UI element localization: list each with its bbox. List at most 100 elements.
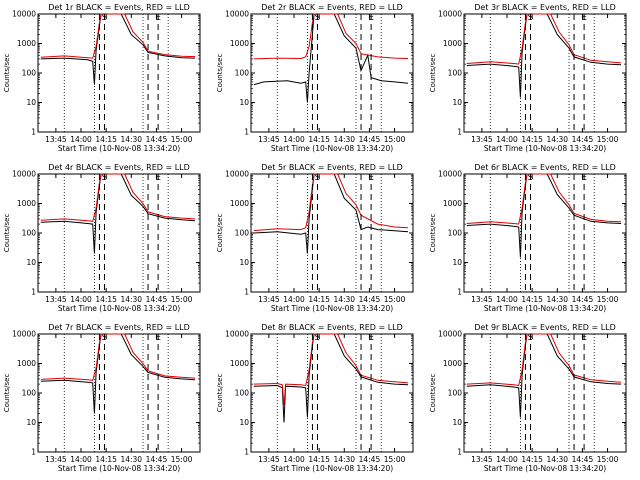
marker-s: S [315, 173, 321, 183]
y-tick-label: 1000 [17, 39, 36, 48]
y-tick-label: 1000 [443, 199, 462, 208]
marker-e: E [368, 13, 374, 23]
y-tick-label: 100 [448, 229, 463, 238]
x-tick-label: 15:00 [384, 455, 406, 464]
panel-2: Det 2r BLACK = Events, RED = LLD 10000 100… [216, 3, 414, 153]
panel-3: Det 3r BLACK = Events, RED = LLD 10000 100… [429, 3, 627, 153]
series-lld-line [40, 13, 196, 59]
x-tick-label: 13:45 [471, 295, 493, 304]
y-axis-label: Counts/sec [216, 54, 224, 93]
panel-7: Det 7r BLACK = Events, RED = LLD 10000 100… [3, 323, 201, 473]
x-tick-label: 13:45 [471, 455, 493, 464]
x-tick-label: 14:00 [283, 295, 305, 304]
y-tick-label: 10 [26, 98, 36, 107]
plot-frame [37, 333, 201, 453]
x-tick-label: 14:00 [496, 455, 518, 464]
chart-title: Det 3r BLACK = Events, RED = LLD [474, 3, 616, 12]
marker-s: S [528, 13, 534, 23]
x-tick-label: 14:45 [146, 455, 168, 464]
x-tick-label: 14:30 [333, 135, 355, 144]
series-lld-line [466, 333, 622, 387]
y-tick-label: 100 [22, 69, 37, 78]
x-tick-label: 14:45 [572, 295, 594, 304]
x-tick-label: 14:45 [572, 455, 594, 464]
y-tick-label: 10000 [438, 170, 462, 179]
chart-title: Det 9r BLACK = Events, RED = LLD [474, 323, 616, 332]
y-tick-label: 1000 [230, 199, 249, 208]
x-axis-label: Start Time (10-Nov-08 13:34:20) [484, 144, 606, 153]
panel-4: Det 4r BLACK = Events, RED = LLD 10000 100… [3, 163, 201, 313]
series-lld-line [466, 173, 622, 225]
y-tick-label: 1 [31, 128, 36, 137]
y-tick-label: 10000 [12, 330, 36, 339]
x-tick-label: 14:45 [359, 295, 381, 304]
x-tick-label: 14:15 [95, 135, 117, 144]
y-tick-label: 1 [31, 288, 36, 297]
y-tick-label: 10000 [225, 10, 249, 19]
y-tick-label: 1 [457, 288, 462, 297]
chart-title: Det 6r BLACK = Events, RED = LLD [474, 163, 616, 172]
y-tick-label: 10 [239, 258, 249, 267]
x-tick-label: 13:45 [45, 295, 67, 304]
y-tick-label: 1000 [230, 39, 249, 48]
panel-8: Det 8r BLACK = Events, RED = LLD 10000 100… [216, 323, 414, 473]
marker-e: E [368, 173, 374, 183]
x-tick-label: 13:45 [45, 135, 67, 144]
x-tick-label: 15:00 [171, 295, 193, 304]
y-tick-label: 100 [235, 69, 250, 78]
x-tick-label: 14:00 [70, 135, 92, 144]
marker-s: S [102, 13, 108, 23]
x-tick-label: 14:15 [308, 455, 330, 464]
x-axis-label: Start Time (10-Nov-08 13:34:20) [271, 464, 393, 473]
y-axis-label: Counts/sec [3, 214, 11, 253]
marker-s: S [102, 333, 108, 343]
x-tick-label: 14:00 [70, 455, 92, 464]
x-tick-label: 14:00 [70, 295, 92, 304]
y-tick-label: 10000 [225, 170, 249, 179]
marker-s: S [528, 173, 534, 183]
y-axis-label: Counts/sec [3, 54, 11, 93]
marker-e: E [155, 333, 161, 343]
y-tick-label: 100 [22, 389, 37, 398]
y-tick-label: 1 [457, 128, 462, 137]
x-axis-label: Start Time (10-Nov-08 13:34:20) [484, 464, 606, 473]
y-tick-label: 100 [235, 229, 250, 238]
x-tick-label: 14:00 [496, 135, 518, 144]
y-tick-label: 10000 [12, 10, 36, 19]
y-tick-label: 10 [452, 418, 462, 427]
y-axis-label: Counts/sec [429, 374, 437, 413]
marker-e: E [155, 173, 161, 183]
y-tick-label: 100 [448, 69, 463, 78]
x-tick-label: 13:45 [258, 295, 280, 304]
panel-6: Det 6r BLACK = Events, RED = LLD 10000 100… [429, 163, 627, 313]
marker-e: E [581, 173, 587, 183]
marker-e: E [155, 13, 161, 23]
x-tick-label: 14:15 [95, 455, 117, 464]
x-tick-label: 14:00 [283, 455, 305, 464]
x-tick-label: 14:00 [283, 135, 305, 144]
plot-frame [463, 173, 627, 293]
y-tick-label: 1000 [17, 199, 36, 208]
x-tick-label: 14:45 [359, 455, 381, 464]
x-axis-label: Start Time (10-Nov-08 13:34:20) [271, 144, 393, 153]
x-tick-label: 13:45 [45, 455, 67, 464]
x-tick-label: 15:00 [171, 135, 193, 144]
marker-s: S [102, 173, 108, 183]
x-axis-label: Start Time (10-Nov-08 13:34:20) [58, 144, 180, 153]
x-tick-label: 14:30 [120, 135, 142, 144]
x-tick-label: 13:45 [471, 135, 493, 144]
y-tick-label: 1 [457, 448, 462, 457]
y-tick-label: 10 [239, 98, 249, 107]
x-tick-label: 14:45 [359, 135, 381, 144]
plot-frame [250, 173, 414, 293]
x-tick-label: 14:30 [546, 135, 568, 144]
x-tick-label: 15:00 [384, 295, 406, 304]
series-lld-line [40, 333, 196, 381]
y-tick-label: 10000 [225, 330, 249, 339]
x-tick-label: 15:00 [597, 135, 619, 144]
y-tick-label: 10000 [12, 170, 36, 179]
y-tick-label: 1 [244, 128, 249, 137]
x-tick-label: 14:15 [521, 295, 543, 304]
y-tick-label: 10000 [438, 330, 462, 339]
y-tick-label: 100 [22, 229, 37, 238]
